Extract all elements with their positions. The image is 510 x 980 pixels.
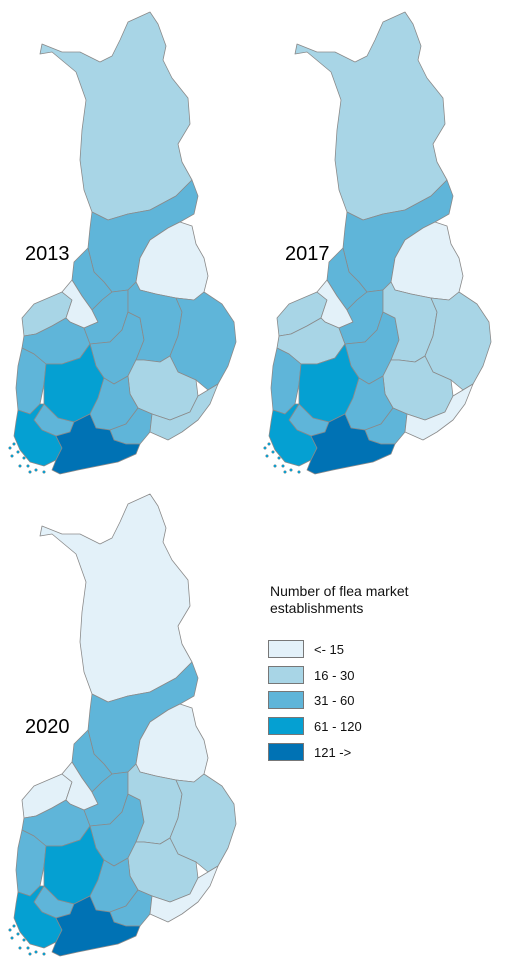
islet: [8, 928, 12, 932]
islet: [16, 932, 20, 936]
islet: [16, 450, 20, 454]
islet: [265, 454, 269, 458]
region-uusimaa: [306, 413, 396, 475]
year-label-2013: 2013: [25, 243, 70, 265]
legend-label: 121 ->: [314, 744, 352, 760]
islet: [8, 446, 12, 450]
islet: [34, 950, 38, 954]
islet: [273, 464, 277, 468]
islet: [289, 468, 293, 472]
legend-item: <- 15: [268, 639, 344, 659]
region-south-karelia: [404, 383, 474, 441]
islet: [22, 938, 26, 942]
islet: [10, 936, 14, 940]
islet: [267, 442, 271, 446]
legend-title: Number of flea market establishments: [270, 583, 409, 616]
legend-swatch: [268, 717, 304, 735]
islet: [281, 464, 285, 468]
region-lapland: [39, 11, 193, 221]
islet: [18, 946, 22, 950]
legend-swatch: [268, 691, 304, 709]
legend-label: 16 - 30: [314, 667, 355, 683]
legend-swatch: [268, 743, 304, 761]
legend-swatch: [268, 666, 304, 684]
legend-label: 31 - 60: [314, 692, 355, 708]
islet: [26, 464, 30, 468]
islet: [12, 442, 16, 446]
year-label-2020: 2020: [25, 716, 70, 738]
legend-label: 61 - 120: [314, 718, 362, 734]
legend-item: 61 - 120: [268, 716, 362, 736]
islet: [277, 456, 281, 460]
islet: [18, 464, 22, 468]
islet: [283, 470, 287, 474]
islet: [28, 470, 32, 474]
islet: [10, 454, 14, 458]
legend-swatch: [268, 640, 304, 658]
islet: [26, 946, 30, 950]
legend-label: <- 15: [314, 641, 344, 657]
islet: [28, 952, 32, 956]
legend-item: 31 - 60: [268, 690, 354, 710]
region-uusimaa: [51, 895, 141, 957]
islet: [263, 446, 267, 450]
islet: [42, 470, 46, 474]
legend-item: 121 ->: [268, 742, 351, 762]
islet: [297, 470, 301, 474]
islet: [12, 924, 16, 928]
year-label-2017: 2017: [285, 243, 330, 265]
region-lapland: [294, 11, 448, 221]
map-2013: [8, 11, 237, 475]
islet: [271, 450, 275, 454]
islet: [42, 952, 46, 956]
islet: [34, 468, 38, 472]
map-2020: [8, 493, 237, 957]
islet: [22, 456, 26, 460]
region-south-karelia: [149, 865, 219, 923]
region-uusimaa: [51, 413, 141, 475]
map-2017: [263, 11, 492, 475]
region-south-karelia: [149, 383, 219, 441]
region-lapland: [39, 493, 193, 703]
legend-item: 16 - 30: [268, 665, 354, 685]
